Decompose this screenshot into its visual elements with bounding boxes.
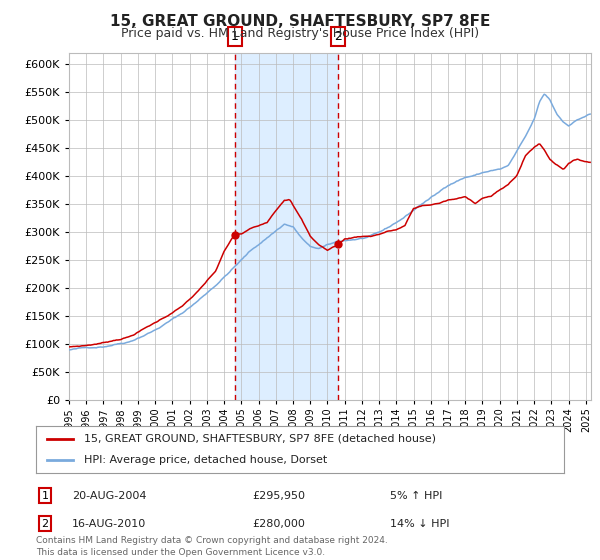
Text: 1: 1 [41,491,49,501]
Text: HPI: Average price, detached house, Dorset: HPI: Average price, detached house, Dors… [83,455,327,465]
Text: 2: 2 [41,519,49,529]
Text: 14% ↓ HPI: 14% ↓ HPI [390,519,449,529]
Text: £295,950: £295,950 [252,491,305,501]
Text: 20-AUG-2004: 20-AUG-2004 [72,491,146,501]
Text: 15, GREAT GROUND, SHAFTESBURY, SP7 8FE: 15, GREAT GROUND, SHAFTESBURY, SP7 8FE [110,14,490,29]
Text: 2: 2 [334,30,342,43]
Text: Price paid vs. HM Land Registry's House Price Index (HPI): Price paid vs. HM Land Registry's House … [121,27,479,40]
Text: 15, GREAT GROUND, SHAFTESBURY, SP7 8FE (detached house): 15, GREAT GROUND, SHAFTESBURY, SP7 8FE (… [83,434,436,444]
Bar [235,53,338,400]
Text: Contains HM Land Registry data © Crown copyright and database right 2024.
This d: Contains HM Land Registry data © Crown c… [36,536,388,557]
Text: 1: 1 [231,30,239,43]
Text: 5% ↑ HPI: 5% ↑ HPI [390,491,442,501]
Text: £280,000: £280,000 [252,519,305,529]
Text: 16-AUG-2010: 16-AUG-2010 [72,519,146,529]
